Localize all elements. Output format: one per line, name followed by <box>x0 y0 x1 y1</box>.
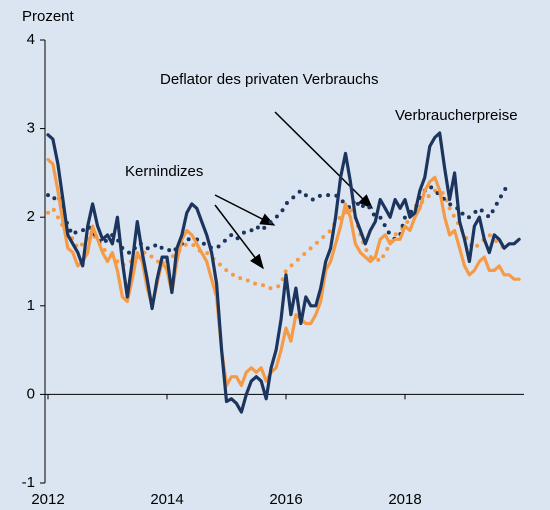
x-tick-label: 2016 <box>269 491 302 508</box>
x-tick-label: 2012 <box>31 491 64 508</box>
y-tick-label: -1 <box>22 474 35 491</box>
y-tick-label: 4 <box>27 31 35 48</box>
x-tick-label: 2018 <box>388 491 421 508</box>
dotted-line <box>46 181 512 255</box>
annotation: Kernindizes <box>125 163 203 180</box>
line <box>46 158 521 388</box>
y-tick-label: 1 <box>27 297 35 314</box>
arrow <box>214 204 264 270</box>
line <box>46 131 521 414</box>
x-tick-label: 2014 <box>150 491 183 508</box>
dotted-line <box>46 188 512 291</box>
y-tick-label: 0 <box>27 385 35 402</box>
arrow <box>274 111 374 210</box>
annotation: Deflator des privaten Verbrauchs <box>160 71 378 88</box>
arrow <box>214 194 276 226</box>
annotation: Verbraucherpreise <box>395 107 518 124</box>
y-tick-label: 3 <box>27 120 35 137</box>
y-tick-label: 2 <box>27 208 35 225</box>
y-axis-label: Prozent <box>22 8 75 25</box>
